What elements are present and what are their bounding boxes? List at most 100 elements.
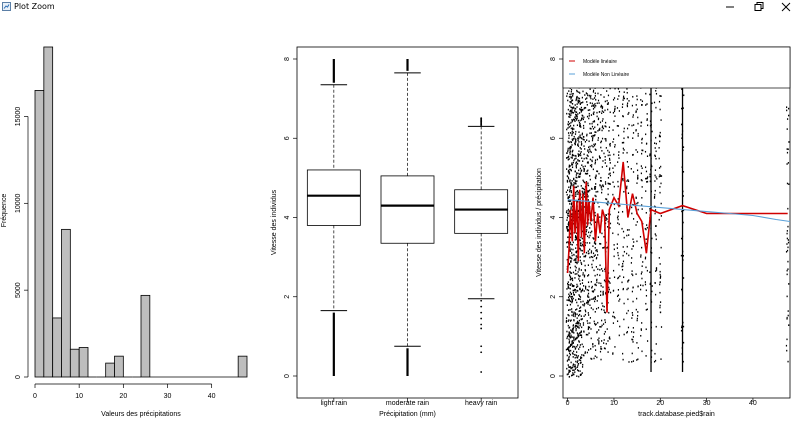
scatter-point <box>605 121 607 124</box>
close-button[interactable] <box>772 0 800 14</box>
scatter-point <box>623 236 625 239</box>
scatter-point <box>602 111 605 113</box>
scatter-point <box>641 179 643 182</box>
scatter-point <box>626 331 628 334</box>
scatter-point <box>591 139 594 142</box>
scatter-point <box>644 257 647 260</box>
scatter-point <box>569 257 571 259</box>
window-title: Plot Zoom <box>14 2 55 11</box>
scatter-point <box>579 172 582 174</box>
point-column <box>630 95 635 363</box>
scatter-point <box>601 125 604 127</box>
scatter-point <box>622 115 624 118</box>
legend-label: Modèle linéaire <box>583 59 617 65</box>
maximize-button[interactable] <box>744 0 772 14</box>
scatter-point <box>641 350 643 353</box>
scatter-point <box>601 126 603 129</box>
scatter-point <box>584 352 586 355</box>
scatter-point <box>591 290 594 293</box>
scatter-point <box>628 254 630 257</box>
scatter-point <box>583 157 585 160</box>
scatter-point <box>626 97 628 100</box>
scatter-point <box>621 106 624 108</box>
scatter-point <box>660 358 662 360</box>
scatter-point <box>641 265 643 267</box>
model-line <box>567 199 791 223</box>
scatter-point <box>631 273 633 275</box>
scatter-point <box>569 110 571 113</box>
scatter-point <box>580 154 582 157</box>
scatter-point <box>570 261 572 263</box>
scatter-point <box>589 227 591 229</box>
scatter-point <box>567 155 570 158</box>
scatter-point <box>594 92 596 95</box>
scatter-point <box>612 311 615 314</box>
scatter-point <box>646 340 649 342</box>
scatter-point <box>567 236 569 239</box>
scatter-point <box>683 94 685 97</box>
scatter-point <box>595 104 597 107</box>
scatter-point <box>655 325 657 328</box>
scatter-point <box>579 124 581 126</box>
scatter-point <box>587 322 589 325</box>
scatter-point <box>589 88 591 91</box>
scatter-point <box>581 137 583 140</box>
scatter-point <box>590 255 592 258</box>
x-tick-label: moderate rain <box>386 400 429 407</box>
point-column <box>595 92 600 359</box>
scatter-point <box>583 127 585 129</box>
scatter-point <box>617 125 620 127</box>
histogram-bar <box>61 228 71 378</box>
scatter-point <box>571 150 573 153</box>
scatter-point <box>588 140 590 143</box>
scatter-point <box>607 149 609 152</box>
scatter-point <box>581 133 583 136</box>
scatter-point <box>568 215 570 217</box>
scatter-point <box>586 103 588 106</box>
scatter-point <box>786 318 788 320</box>
histogram-bar <box>140 294 151 378</box>
scatter-point <box>571 308 573 310</box>
scatter-point <box>631 317 633 319</box>
scatter-point <box>655 270 657 272</box>
scatter-point <box>570 112 572 115</box>
scatter-point <box>585 226 587 228</box>
scatter-point <box>587 182 589 185</box>
scatter-point <box>581 289 584 292</box>
scatter-point <box>632 171 635 173</box>
scatter-point <box>603 152 605 155</box>
scatter-point <box>589 242 591 244</box>
scatter-point <box>576 336 578 339</box>
scatter-point <box>567 241 569 243</box>
scatter-point <box>576 356 579 359</box>
scatter-point <box>570 121 572 124</box>
scatter-point <box>622 95 625 98</box>
scatter-point <box>614 317 616 319</box>
minimize-button[interactable] <box>716 0 744 14</box>
scatter-point <box>575 111 578 113</box>
scatter-point <box>567 176 569 179</box>
scatter-point <box>600 308 603 311</box>
scatter-point <box>585 230 587 233</box>
scatter-point <box>600 290 602 293</box>
scatter-point <box>609 159 611 161</box>
scatter-point <box>579 296 582 298</box>
scatter-point <box>578 169 580 172</box>
scatter-point <box>580 119 583 121</box>
scatter-point <box>581 187 583 190</box>
scatter-point <box>626 331 628 333</box>
scatter-point <box>568 341 570 344</box>
scatter-point <box>635 273 637 275</box>
scatter-point <box>566 241 568 244</box>
scatter-point <box>579 134 581 137</box>
scatter-point <box>582 138 584 141</box>
scatter-point <box>574 315 576 318</box>
scatter-point <box>571 257 573 260</box>
scatter-point <box>649 208 651 210</box>
scatter-point <box>575 299 577 301</box>
scatter-point <box>649 153 651 155</box>
scatter-point <box>579 332 581 334</box>
scatter-point <box>581 142 583 145</box>
scatter-point <box>567 147 569 150</box>
scatter-point <box>573 294 575 296</box>
